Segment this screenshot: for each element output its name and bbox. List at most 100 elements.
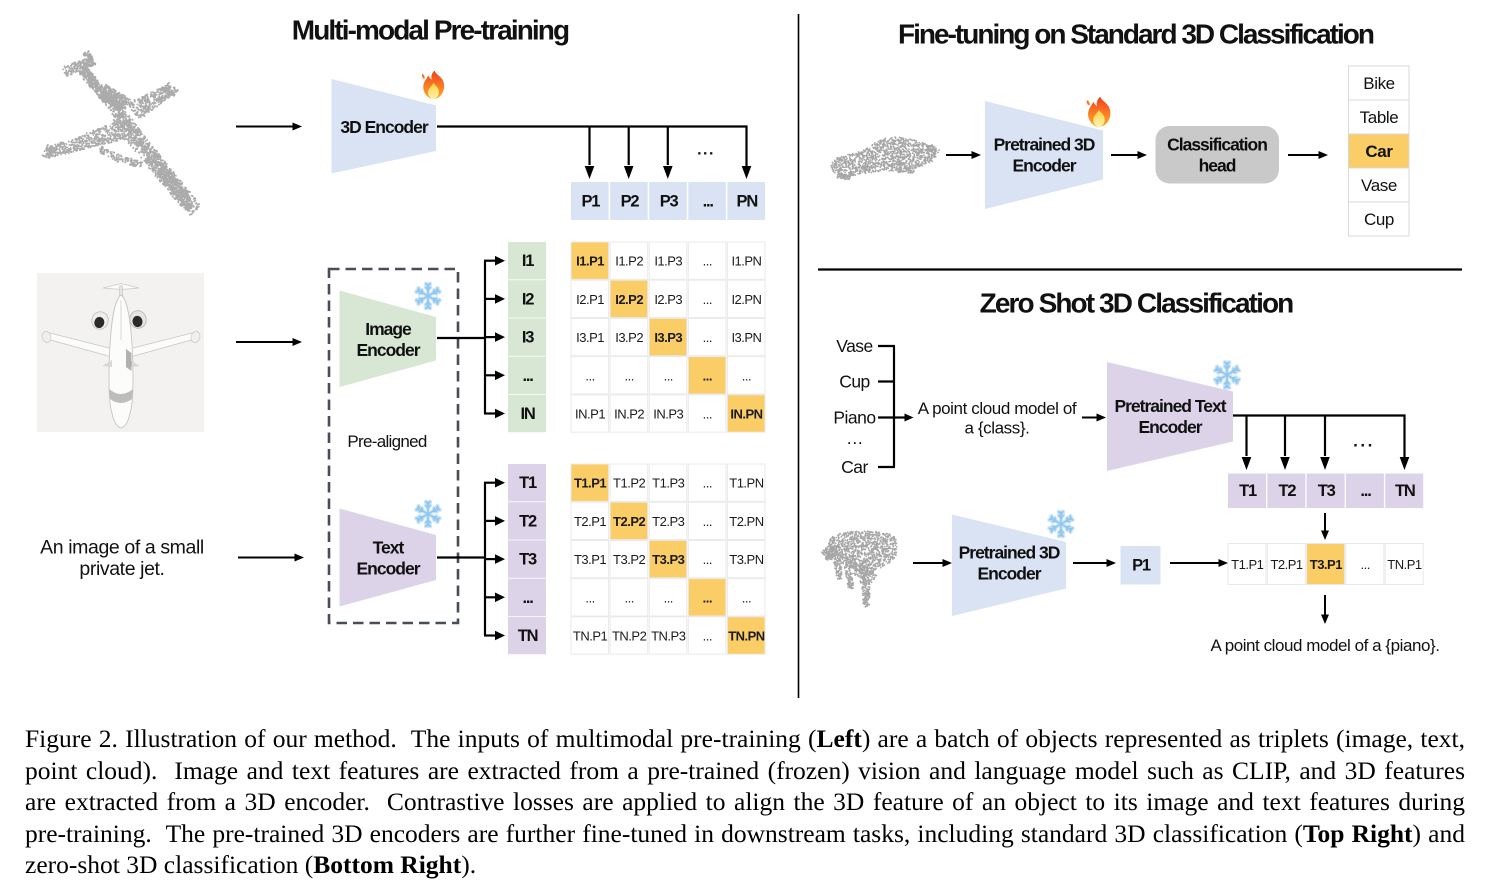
svg-text:...: ... — [624, 368, 633, 383]
svg-text:I1.P3: I1.P3 — [654, 254, 682, 269]
svg-text:Vase: Vase — [1361, 176, 1397, 195]
svg-text:Pretrained Text: Pretrained Text — [1114, 396, 1226, 416]
svg-text:head: head — [1199, 156, 1236, 176]
svg-text:...: ... — [703, 254, 712, 269]
svg-text:IN.P1: IN.P1 — [575, 407, 605, 422]
svg-text:…: … — [846, 428, 863, 448]
svg-text:...: ... — [697, 142, 715, 159]
svg-text:I1.P2: I1.P2 — [615, 254, 643, 269]
svg-text:...: ... — [703, 590, 712, 605]
svg-text:Pretrained 3D: Pretrained 3D — [959, 543, 1060, 563]
svg-text:Piano: Piano — [833, 408, 875, 428]
svg-text:I3.PN: I3.PN — [731, 330, 761, 345]
svg-text:T1.P1: T1.P1 — [1231, 557, 1263, 572]
svg-text:I3: I3 — [522, 329, 534, 347]
svg-text:...: ... — [1360, 482, 1371, 500]
svg-text:...: ... — [703, 330, 712, 345]
svg-text:T1.P2: T1.P2 — [613, 476, 645, 491]
svg-text:Bike: Bike — [1363, 74, 1394, 93]
svg-text:P1: P1 — [1132, 557, 1151, 575]
svg-text:P2: P2 — [621, 193, 640, 211]
svg-text:A point cloud model of: A point cloud model of — [918, 399, 1077, 418]
svg-text:private jet.: private jet. — [79, 558, 164, 580]
svg-text:Vase: Vase — [836, 336, 873, 356]
svg-text:T3.P1: T3.P1 — [1310, 557, 1342, 572]
svg-text:...: ... — [742, 368, 751, 383]
svg-text:T1.PN: T1.PN — [729, 476, 763, 491]
svg-text:...: ... — [703, 629, 712, 644]
svg-text:...: ... — [703, 476, 712, 491]
svg-text:T1: T1 — [1239, 482, 1257, 500]
svg-text:3D Encoder: 3D Encoder — [340, 117, 428, 137]
svg-text:PN: PN — [737, 193, 758, 211]
svg-text:Encoder: Encoder — [1012, 156, 1076, 176]
svg-text:Cup: Cup — [839, 372, 870, 392]
svg-text:T3.P2: T3.P2 — [613, 552, 645, 567]
svg-text:T3: T3 — [1318, 482, 1336, 500]
svg-text:T3.P3: T3.P3 — [652, 552, 684, 567]
svg-text:I2: I2 — [522, 290, 534, 308]
svg-text:IN.P3: IN.P3 — [653, 407, 683, 422]
svg-text:T2: T2 — [1278, 482, 1296, 500]
svg-text:...: ... — [664, 368, 673, 383]
svg-text:TN.P2: TN.P2 — [612, 629, 647, 644]
svg-text:P1: P1 — [582, 193, 601, 211]
svg-text:T1.P3: T1.P3 — [652, 476, 684, 491]
svg-text:T2.P2: T2.P2 — [613, 514, 645, 529]
svg-text:T2: T2 — [519, 512, 537, 530]
svg-text:TN.PN: TN.PN — [728, 629, 765, 644]
svg-text:Zero Shot 3D Classification: Zero Shot 3D Classification — [980, 288, 1294, 319]
svg-text:T2.P1: T2.P1 — [574, 514, 606, 529]
svg-text:...: ... — [1360, 557, 1369, 572]
svg-text:I3.P1: I3.P1 — [576, 330, 604, 345]
svg-text:...: ... — [703, 407, 712, 422]
svg-text:Car: Car — [841, 457, 868, 477]
svg-text:An image of a small: An image of a small — [40, 537, 204, 559]
svg-text:I2.P3: I2.P3 — [654, 292, 682, 307]
svg-text:Multi-modal Pre-training: Multi-modal Pre-training — [292, 15, 569, 46]
svg-text:...: ... — [585, 590, 594, 605]
svg-text:...: ... — [1353, 432, 1375, 451]
svg-text:...: ... — [664, 590, 673, 605]
svg-text:Encoder: Encoder — [356, 559, 420, 579]
svg-text:...: ... — [523, 589, 534, 607]
svg-text:T2.P1: T2.P1 — [1270, 557, 1302, 572]
svg-text:Fine-tuning on Standard 3D Cla: Fine-tuning on Standard 3D Classificatio… — [898, 19, 1374, 50]
svg-text:a {class}.: a {class}. — [965, 419, 1030, 438]
svg-text:TN.P3: TN.P3 — [651, 629, 686, 644]
svg-text:Cup: Cup — [1364, 210, 1394, 229]
svg-text:Table: Table — [1360, 108, 1399, 127]
svg-text:T3.PN: T3.PN — [729, 552, 763, 567]
svg-text:I2.P2: I2.P2 — [615, 292, 643, 307]
svg-text:...: ... — [742, 590, 751, 605]
svg-text:IN: IN — [521, 405, 535, 423]
svg-text:...: ... — [703, 368, 712, 383]
svg-text:P3: P3 — [660, 193, 679, 211]
svg-text:A point cloud model of a {pian: A point cloud model of a {piano}. — [1210, 636, 1439, 655]
svg-text:T2.P3: T2.P3 — [652, 514, 684, 529]
svg-text:...: ... — [624, 590, 633, 605]
svg-text:T1: T1 — [519, 474, 537, 492]
svg-text:TN.P1: TN.P1 — [1387, 557, 1422, 572]
svg-text:...: ... — [585, 368, 594, 383]
svg-text:...: ... — [703, 514, 712, 529]
svg-text:T1.P1: T1.P1 — [574, 476, 606, 491]
svg-text:Encoder: Encoder — [356, 340, 420, 360]
svg-text:IN.PN: IN.PN — [730, 407, 762, 422]
svg-text:Image: Image — [365, 319, 412, 339]
svg-text:T3.P1: T3.P1 — [574, 552, 606, 567]
svg-text:I3.P3: I3.P3 — [654, 330, 682, 345]
svg-text:Pretrained 3D: Pretrained 3D — [994, 135, 1095, 155]
svg-text:Classification: Classification — [1167, 135, 1267, 155]
svg-text:T3: T3 — [519, 551, 537, 569]
svg-text:Car: Car — [1365, 142, 1393, 161]
svg-text:I2.P1: I2.P1 — [576, 292, 604, 307]
svg-text:...: ... — [703, 292, 712, 307]
svg-text:I2.PN: I2.PN — [731, 292, 761, 307]
svg-text:I1: I1 — [522, 252, 534, 270]
svg-text:TN: TN — [1395, 482, 1415, 500]
svg-text:TN: TN — [518, 627, 538, 645]
svg-text:TN.P1: TN.P1 — [573, 629, 608, 644]
svg-text:...: ... — [703, 193, 714, 211]
svg-text:IN.P2: IN.P2 — [614, 407, 644, 422]
